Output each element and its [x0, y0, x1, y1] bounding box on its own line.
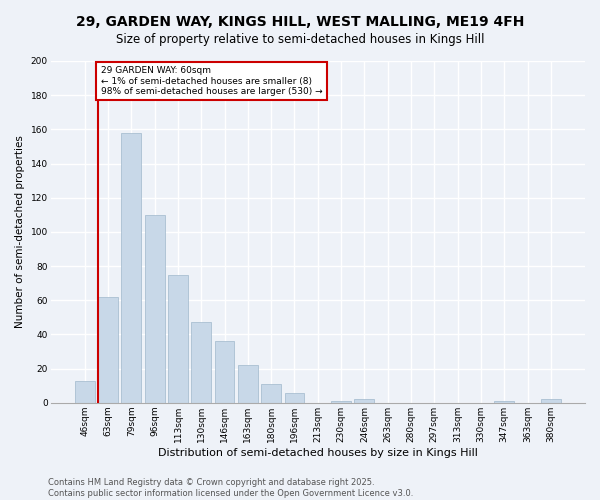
Y-axis label: Number of semi-detached properties: Number of semi-detached properties	[15, 136, 25, 328]
Bar	[261, 384, 281, 403]
Text: Size of property relative to semi-detached houses in Kings Hill: Size of property relative to semi-detach…	[116, 32, 484, 46]
Bar	[541, 400, 561, 403]
Bar	[145, 215, 164, 403]
Bar	[238, 365, 258, 403]
Bar	[168, 274, 188, 403]
Text: Contains HM Land Registry data © Crown copyright and database right 2025.
Contai: Contains HM Land Registry data © Crown c…	[48, 478, 413, 498]
Text: 29 GARDEN WAY: 60sqm
← 1% of semi-detached houses are smaller (8)
98% of semi-de: 29 GARDEN WAY: 60sqm ← 1% of semi-detach…	[101, 66, 323, 96]
X-axis label: Distribution of semi-detached houses by size in Kings Hill: Distribution of semi-detached houses by …	[158, 448, 478, 458]
Bar	[331, 401, 351, 403]
Bar	[284, 392, 304, 403]
Text: 29, GARDEN WAY, KINGS HILL, WEST MALLING, ME19 4FH: 29, GARDEN WAY, KINGS HILL, WEST MALLING…	[76, 15, 524, 29]
Bar	[75, 380, 95, 403]
Bar	[98, 297, 118, 403]
Bar	[191, 322, 211, 403]
Bar	[494, 401, 514, 403]
Bar	[355, 400, 374, 403]
Bar	[121, 133, 141, 403]
Bar	[215, 342, 235, 403]
